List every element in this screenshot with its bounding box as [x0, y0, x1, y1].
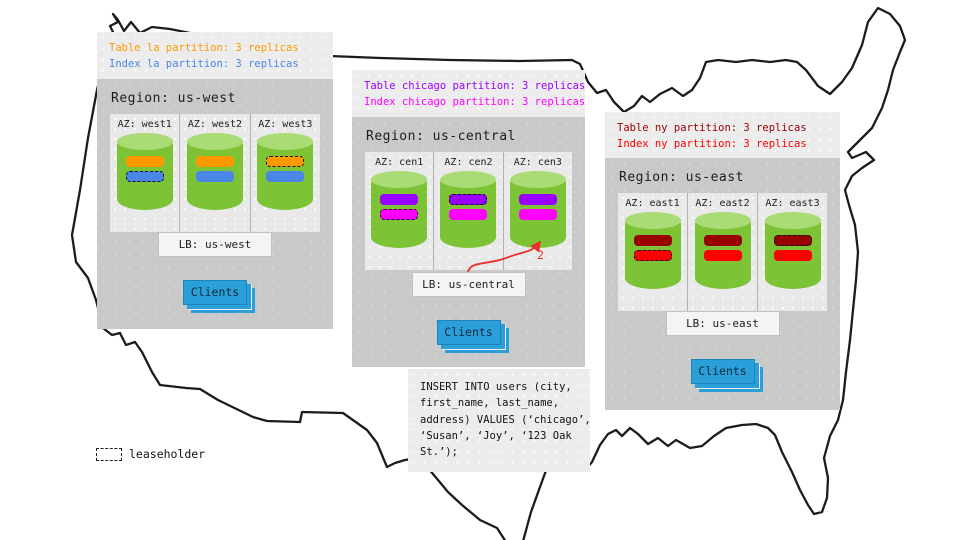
sql-insert-note: INSERT INTO users (city, first_name, las… — [408, 369, 591, 473]
load-balancer-us-east: LB: us-east — [665, 311, 780, 336]
region-panel-us-west: Table la partition: 3 replicas Index la … — [97, 32, 333, 329]
region-panel-us-central: Table chicago partition: 3 replicas Inde… — [352, 70, 585, 367]
table-replica-bar — [380, 194, 419, 205]
table-replica-bar — [518, 194, 557, 205]
partition-notes-us-east: Table ny partition: 3 replicas Index ny … — [605, 112, 840, 158]
database-cylinder — [257, 133, 314, 210]
cylinder-top — [440, 171, 497, 188]
region-box-us-east: Region: us-east AZ: east1 AZ: east2 — [605, 158, 840, 410]
clients-button[interactable]: Clients — [690, 359, 755, 384]
index-replica-bar — [449, 209, 488, 220]
index-replica-bar — [773, 250, 812, 261]
database-cylinder — [116, 133, 173, 210]
load-balancer-us-west: LB: us-west — [158, 232, 272, 257]
table-partition-note: Table chicago partition: 3 replicas — [364, 80, 586, 92]
table-replica-bar — [195, 156, 234, 167]
table-replica-bar — [773, 235, 812, 246]
az-label: AZ: east3 — [765, 198, 820, 209]
index-replica-bar — [703, 250, 742, 261]
cylinder-top — [694, 212, 751, 229]
table-replica-bar — [266, 156, 305, 167]
index-replica-bar — [266, 171, 305, 182]
index-replica-bar — [195, 171, 234, 182]
routing-arrow — [467, 240, 542, 273]
index-partition-note: Index ny partition: 3 replicas — [617, 137, 807, 150]
az-label: AZ: west2 — [187, 119, 243, 130]
partition-notes-us-central: Table chicago partition: 3 replicas Inde… — [352, 70, 585, 117]
index-partition-note: Index la partition: 3 replicas — [109, 57, 299, 70]
index-replica-bar — [518, 209, 557, 220]
cylinder-top — [257, 133, 314, 150]
az-column-west2: AZ: west2 — [179, 114, 249, 232]
arrow-step-label: 2 — [537, 248, 544, 262]
index-partition-note: Index chicago partition: 3 replicas — [364, 95, 586, 108]
az-row: AZ: west1 AZ: west2 AZ: west3 — [110, 114, 320, 232]
cylinder-top — [764, 212, 821, 229]
load-balancer-us-central: LB: us-central — [411, 272, 526, 297]
az-column-cen1: AZ: cen1 — [365, 152, 433, 270]
cylinder-top — [624, 212, 681, 229]
az-column-cen2: AZ: cen2 — [433, 152, 502, 270]
index-replica-bar — [380, 209, 419, 220]
table-partition-note: Table la partition: 3 replicas — [109, 42, 299, 54]
table-replica-bar — [633, 235, 672, 246]
cylinder-top — [186, 133, 243, 150]
az-column-west1: AZ: west1 — [110, 114, 179, 232]
az-label: AZ: west1 — [117, 119, 172, 130]
region-title: Region: us-east — [619, 170, 744, 185]
cylinder-top — [116, 133, 173, 150]
region-title: Region: us-west — [111, 91, 236, 106]
az-column-east1: AZ: east1 — [618, 193, 687, 311]
database-cylinder — [371, 171, 428, 248]
region-box-us-central: Region: us-central AZ: cen1 AZ: cen2 — [352, 117, 585, 367]
database-cylinder — [624, 212, 681, 289]
az-label: AZ: west3 — [258, 119, 313, 130]
clients-button[interactable]: Clients — [436, 320, 501, 345]
database-cylinder — [509, 171, 566, 248]
clients-button[interactable]: Clients — [183, 280, 247, 305]
az-row: AZ: cen1 AZ: cen2 AZ: cen3 — [365, 152, 572, 270]
cylinder-top — [371, 171, 428, 188]
az-label: AZ: cen3 — [513, 157, 562, 168]
database-cylinder — [764, 212, 821, 289]
database-cylinder — [186, 133, 243, 210]
region-box-us-west: Region: us-west AZ: west1 AZ: west2 — [97, 79, 333, 329]
us-map-path — [70, 6, 907, 540]
az-column-west3: AZ: west3 — [249, 114, 320, 232]
az-label: AZ: east1 — [625, 198, 680, 209]
index-replica-bar — [125, 171, 164, 182]
partition-notes-us-west: Table la partition: 3 replicas Index la … — [97, 32, 333, 79]
database-cylinder — [440, 171, 497, 248]
cylinder-top — [509, 171, 566, 188]
region-panel-us-east: Table ny partition: 3 replicas Index ny … — [605, 112, 840, 410]
az-column-east2: AZ: east2 — [687, 193, 757, 311]
index-replica-bar — [633, 250, 672, 261]
table-replica-bar — [449, 194, 488, 205]
az-label: AZ: cen1 — [375, 157, 424, 168]
az-column-cen3: AZ: cen3 — [502, 152, 572, 270]
table-partition-note: Table ny partition: 3 replicas — [617, 122, 807, 134]
leaseholder-swatch-icon — [96, 447, 122, 461]
az-row: AZ: east1 AZ: east2 AZ: east3 — [618, 193, 827, 311]
legend-label: leaseholder — [129, 447, 206, 461]
table-replica-bar — [703, 235, 742, 246]
database-cylinder — [694, 212, 751, 289]
legend-leaseholder: leaseholder — [96, 447, 205, 461]
az-column-east3: AZ: east3 — [757, 193, 827, 311]
table-replica-bar — [125, 156, 164, 167]
az-label: AZ: cen2 — [444, 157, 493, 168]
region-title: Region: us-central — [366, 129, 516, 144]
az-label: AZ: east2 — [695, 198, 750, 209]
